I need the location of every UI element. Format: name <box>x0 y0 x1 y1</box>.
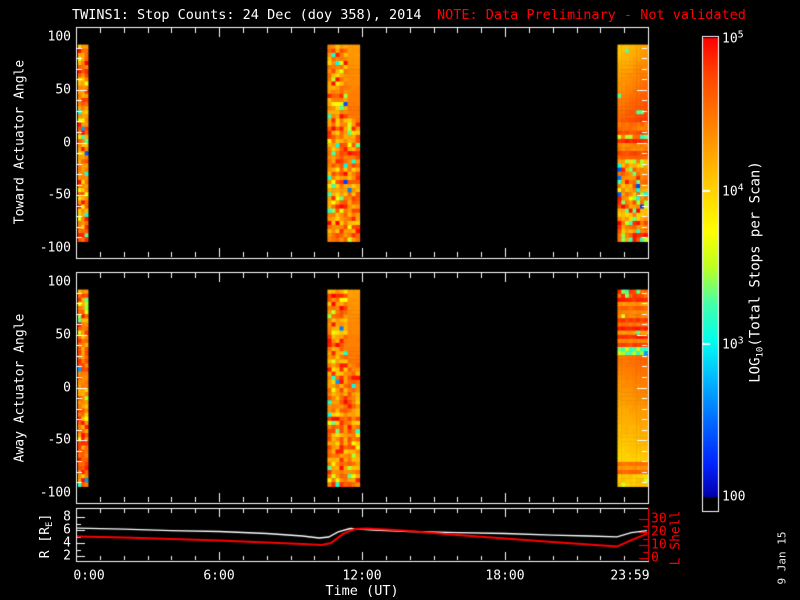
colorbar-label-log: LOG <box>747 357 764 383</box>
l-shell-axis-label: L Shell <box>668 510 684 566</box>
away-ytick-label: 0 <box>63 380 71 395</box>
colorbar-label-sub: 10 <box>755 346 766 358</box>
colorbar-label: LOG10(Total Stops per Scan) <box>747 161 766 383</box>
toward-ytick-label: 0 <box>63 135 71 150</box>
r-axis-label: R [RE] <box>38 513 55 559</box>
time-tick-label: 12:00 <box>342 568 382 584</box>
plot-timestamp: 9 Jan 15 <box>775 531 789 585</box>
toward-axis-label: Toward Actuator Angle <box>12 59 28 225</box>
r-axis-label-close: ] <box>38 513 53 522</box>
time-tick-label: 23:59 <box>610 568 650 584</box>
away-ytick-label: -50 <box>47 432 71 448</box>
lshell-ytick-label: 20 <box>651 524 667 540</box>
toward-ytick-label: 50 <box>55 82 71 98</box>
colorbar-label-text: (Total Stops per Scan) <box>747 161 764 347</box>
colorbar-tick-label: 100 <box>722 489 746 505</box>
away-ytick-label: -100 <box>39 485 71 501</box>
plot-title: TWINS1: Stop Counts: 24 Dec (doy 358), 2… <box>72 7 422 23</box>
lshell-ytick-label: 0 <box>651 550 659 566</box>
time-tick-label: 0:00 <box>73 568 105 584</box>
away-ytick-label: 50 <box>55 327 71 343</box>
toward-ytick-label: 100 <box>47 29 71 45</box>
r-ytick-label: 4 <box>63 535 71 551</box>
colorbar-tick-label: 104 <box>722 182 744 200</box>
r-ytick-label: 2 <box>63 548 71 564</box>
away-ytick-label: 100 <box>47 274 71 290</box>
lshell-ytick-label: 10 <box>651 537 667 553</box>
time-tick-label: 6:00 <box>203 568 235 584</box>
lshell-ytick-label: 30 <box>651 511 667 527</box>
time-tick-label: 18:00 <box>485 568 525 584</box>
preliminary-note: NOTE: Data Preliminary - Not validated <box>437 7 746 23</box>
r-axis-label-text: R [R <box>38 526 53 559</box>
away-axis-label: Away Actuator Angle <box>12 313 28 463</box>
time-axis-label: Time (UT) <box>325 583 399 599</box>
colorbar-tick-label: 105 <box>722 29 744 47</box>
toward-ytick-label: -100 <box>39 240 71 256</box>
r-axis-label-sub: E <box>45 521 55 527</box>
colorbar-tick-label: 103 <box>722 335 744 353</box>
r-ytick-label: 8 <box>63 509 71 525</box>
toward-ytick-label: -50 <box>47 187 71 203</box>
r-ytick-label: 6 <box>63 522 71 538</box>
